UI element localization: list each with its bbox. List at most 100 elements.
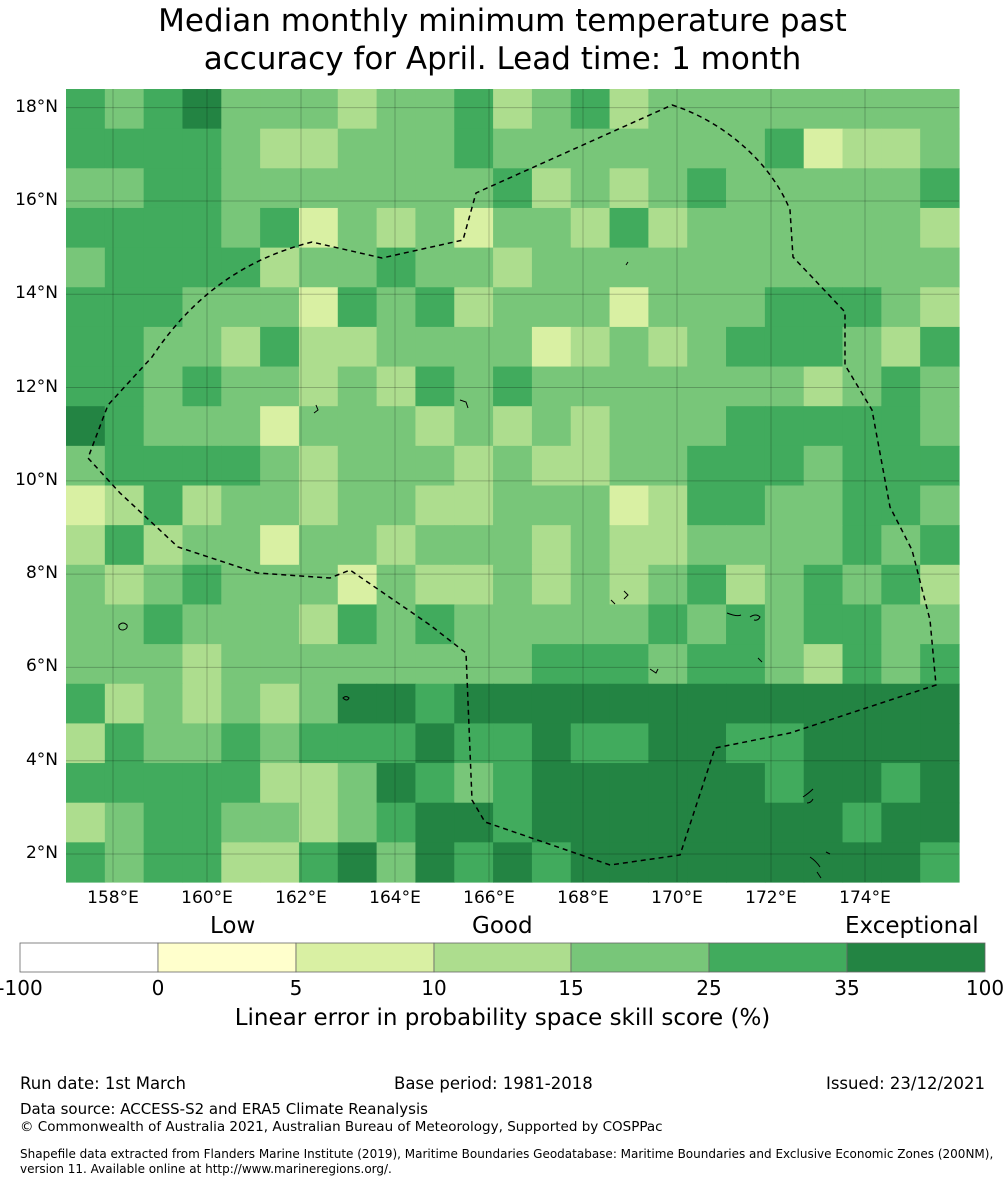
skill-cell bbox=[221, 207, 261, 249]
skill-cell bbox=[648, 802, 688, 843]
skill-cell bbox=[66, 683, 106, 724]
skill-cell bbox=[842, 564, 882, 606]
skill-cell bbox=[493, 604, 533, 645]
skill-cell bbox=[570, 525, 611, 566]
skill-cell bbox=[66, 763, 106, 804]
skill-cell bbox=[570, 644, 611, 685]
skill-cell bbox=[493, 168, 533, 209]
skill-cell bbox=[66, 842, 106, 883]
skill-cell bbox=[415, 842, 455, 883]
run-date: Run date: 1st March bbox=[20, 1074, 186, 1093]
skill-cell bbox=[415, 168, 455, 209]
lon-tick-label: 166°E bbox=[463, 888, 515, 908]
skill-cell bbox=[726, 723, 766, 764]
category-exceptional: Exceptional bbox=[845, 913, 979, 939]
skill-cell bbox=[842, 287, 882, 328]
skill-cell bbox=[920, 564, 960, 606]
skill-cell bbox=[104, 445, 145, 487]
skill-cell bbox=[143, 485, 184, 526]
skill-cell bbox=[221, 723, 261, 764]
skill-cell bbox=[221, 485, 261, 526]
skill-cell bbox=[920, 525, 960, 566]
skill-cell bbox=[376, 89, 417, 130]
skill-cell bbox=[609, 842, 649, 883]
skill-cell bbox=[260, 287, 300, 328]
skill-cell bbox=[803, 802, 844, 843]
skill-cell bbox=[803, 604, 844, 645]
skill-cell bbox=[726, 604, 766, 645]
skill-cell bbox=[143, 525, 184, 566]
skill-cell bbox=[454, 564, 494, 606]
skill-cell bbox=[803, 366, 844, 407]
skill-cell bbox=[376, 168, 417, 209]
skill-cell bbox=[764, 525, 805, 566]
skill-cell bbox=[570, 287, 611, 328]
skill-cell bbox=[260, 644, 300, 685]
skill-cell bbox=[104, 485, 145, 526]
skill-cell bbox=[376, 128, 417, 169]
lon-tick-label: 160°E bbox=[181, 888, 233, 908]
skill-cell bbox=[648, 89, 688, 130]
skill-cell bbox=[182, 683, 222, 724]
skill-cell bbox=[881, 445, 921, 487]
skill-cell bbox=[842, 89, 882, 130]
skill-cell bbox=[570, 604, 611, 645]
skill-cell bbox=[531, 287, 572, 328]
skill-cell bbox=[454, 723, 494, 764]
skill-cell bbox=[570, 683, 611, 724]
skill-cell bbox=[570, 564, 611, 606]
skill-cell bbox=[531, 128, 572, 169]
skill-cell bbox=[104, 683, 145, 724]
skill-cell bbox=[881, 723, 921, 764]
skill-cell bbox=[842, 366, 882, 407]
skill-cell bbox=[104, 168, 145, 209]
skill-cell bbox=[221, 683, 261, 724]
skill-cell bbox=[726, 168, 766, 209]
lat-tick-label: 12°N bbox=[15, 376, 58, 397]
skill-cell bbox=[415, 604, 455, 645]
skill-cell bbox=[298, 445, 339, 487]
skill-cell bbox=[881, 326, 921, 368]
skill-cell bbox=[687, 842, 727, 883]
colorbar-tick-label: 5 bbox=[289, 976, 303, 1000]
skill-cell bbox=[415, 287, 455, 328]
skill-cell bbox=[493, 683, 533, 724]
skill-cell bbox=[687, 485, 727, 526]
skill-cell bbox=[531, 366, 572, 407]
skill-cell bbox=[298, 247, 339, 288]
skill-cell bbox=[803, 485, 844, 526]
base-period: Base period: 1981-2018 bbox=[394, 1074, 593, 1093]
skill-cell bbox=[687, 207, 727, 249]
skill-cell bbox=[454, 485, 494, 526]
skill-cell bbox=[415, 207, 455, 249]
skill-cell bbox=[337, 89, 378, 130]
skill-cell bbox=[648, 485, 688, 526]
lon-tick-label: 158°E bbox=[87, 888, 139, 908]
copyright: © Commonwealth of Australia 2021, Austra… bbox=[20, 1119, 663, 1135]
skill-cell bbox=[260, 89, 300, 130]
skill-cell bbox=[415, 485, 455, 526]
lat-tick-label: 8°N bbox=[25, 563, 58, 584]
skill-cell bbox=[182, 644, 222, 685]
skill-cell bbox=[260, 366, 300, 407]
skill-cell bbox=[726, 287, 766, 328]
skill-cell bbox=[609, 763, 649, 804]
skill-cell bbox=[493, 644, 533, 685]
skill-cell bbox=[298, 207, 339, 249]
skill-cell bbox=[726, 644, 766, 685]
skill-cell bbox=[415, 128, 455, 169]
skill-cell bbox=[648, 525, 688, 566]
skill-cell bbox=[221, 763, 261, 804]
colorbar-segment bbox=[157, 942, 297, 973]
skill-cell bbox=[66, 168, 106, 209]
skill-cell bbox=[66, 564, 106, 606]
skill-cell bbox=[842, 683, 882, 724]
skill-cell bbox=[221, 644, 261, 685]
skill-cell bbox=[881, 644, 921, 685]
skill-cell bbox=[182, 802, 222, 843]
skill-cell bbox=[454, 366, 494, 407]
skill-cell bbox=[726, 445, 766, 487]
skill-cell bbox=[803, 683, 844, 724]
skill-cell bbox=[531, 525, 572, 566]
skill-cell bbox=[648, 564, 688, 606]
